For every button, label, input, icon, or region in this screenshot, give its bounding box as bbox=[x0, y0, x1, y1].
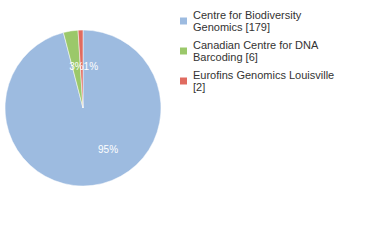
svg-text:Centre for Biodiversity: Centre for Biodiversity bbox=[193, 9, 304, 21]
svg-text:95%: 95% bbox=[98, 144, 118, 155]
svg-text:Eurofins Genomics Louisville: Eurofins Genomics Louisville bbox=[193, 69, 337, 81]
svg-text:Genomics [179]: Genomics [179] bbox=[193, 21, 270, 33]
svg-text:Canadian Centre for DNA: Canadian Centre for DNA bbox=[193, 39, 321, 51]
svg-text:3%: 3% bbox=[69, 61, 84, 72]
svg-text:1%: 1% bbox=[84, 61, 99, 72]
svg-text:[2]: [2] bbox=[193, 81, 205, 93]
svg-text:Barcoding [6]: Barcoding [6] bbox=[193, 51, 258, 63]
